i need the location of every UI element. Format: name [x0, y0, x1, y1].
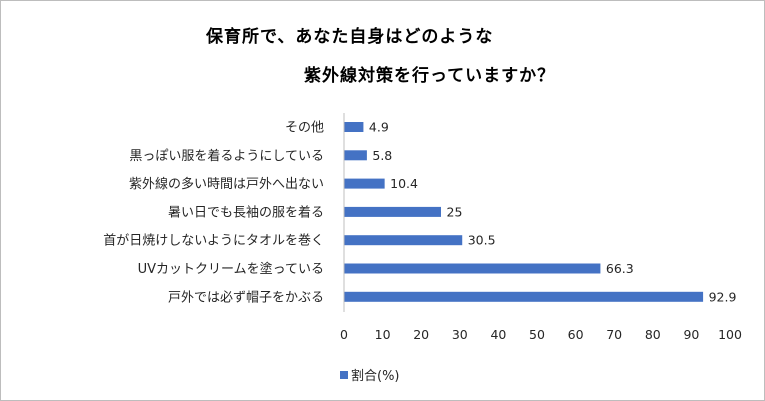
bar-4 — [344, 235, 463, 246]
chart-title-line1: 保育所で、あなた自身はどのような — [206, 27, 494, 47]
category-label-5: UVカットクリームを塗っている — [138, 261, 324, 277]
x-tick-label-3: 30 — [452, 327, 468, 342]
category-label-3: 暑い日でも長袖の服を着る — [168, 204, 324, 220]
legend-label: 割合(%) — [351, 369, 400, 384]
x-tick-label-5: 50 — [529, 327, 545, 342]
bar-2 — [344, 178, 385, 189]
category-label-0: その他 — [285, 121, 324, 136]
bar-5 — [344, 263, 601, 274]
x-tick-label-8: 80 — [645, 327, 661, 342]
legend: 割合(%) — [340, 365, 400, 384]
category-label-1: 黒っぽい服を着るようにしている — [129, 148, 324, 164]
category-label-6: 戸外では必ず帽子をかぶる — [168, 289, 324, 305]
data-label-4: 30.5 — [468, 233, 496, 248]
bar-3 — [344, 206, 441, 217]
bar-1 — [344, 150, 367, 161]
x-tick-label-10: 100 — [718, 327, 742, 342]
x-tick-label-4: 40 — [490, 327, 506, 342]
x-tick-label-7: 70 — [606, 327, 622, 342]
data-label-6: 92.9 — [709, 289, 737, 304]
x-tick-label-2: 20 — [413, 327, 429, 342]
x-tick-label-1: 10 — [375, 327, 391, 342]
category-label-2: 紫外線の多い時間は戸外へ出ない — [129, 176, 324, 192]
data-label-2: 10.4 — [390, 176, 418, 191]
category-label-4: 首が日焼けしないようにタオルを巻く — [103, 234, 324, 249]
x-tick-label-6: 60 — [568, 327, 584, 342]
bar-6 — [344, 291, 704, 302]
data-label-5: 66.3 — [606, 261, 634, 276]
bar-0 — [344, 122, 364, 132]
legend-swatch — [340, 370, 348, 379]
x-tick-label-9: 90 — [683, 327, 699, 342]
x-tick-label-0: 0 — [340, 327, 348, 342]
data-label-3: 25 — [447, 204, 463, 219]
data-label-1: 5.8 — [372, 148, 392, 163]
chart-title-line2: 紫外線対策を行っていますか？ — [304, 66, 556, 86]
data-label-0: 4.9 — [369, 120, 389, 135]
